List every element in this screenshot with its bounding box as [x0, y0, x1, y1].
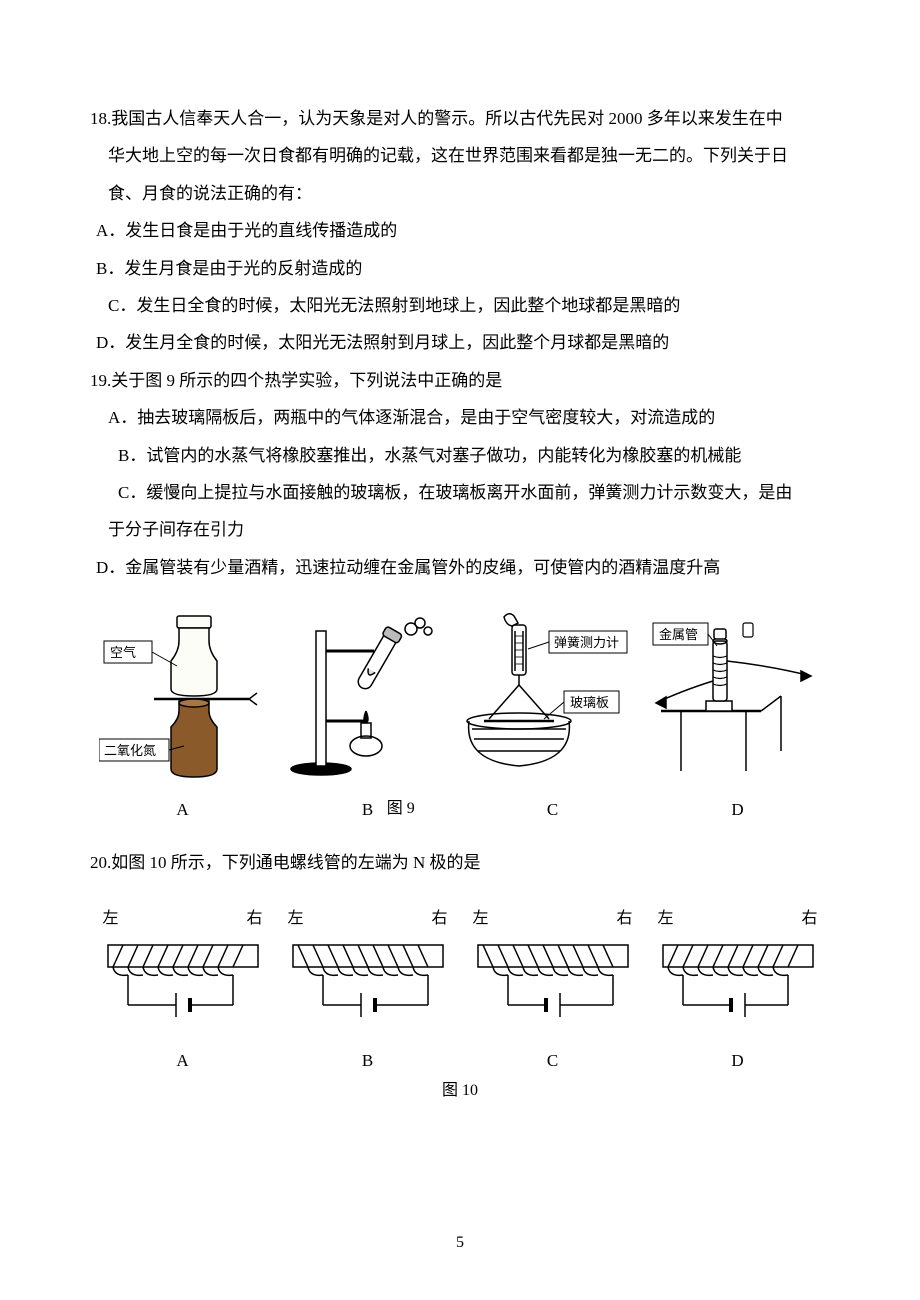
fig9a-sub: A: [108, 791, 258, 819]
q19-stem: 19.关于图 9 所示的四个热学实验，下列说法中正确的是: [90, 362, 830, 399]
figure-9-row: 空气 二氧化氮: [90, 611, 830, 781]
figure-10c: 左右: [468, 901, 638, 1079]
q19-number: 19.: [90, 371, 111, 390]
figure-9c: 弹簧测力计 玻璃板: [454, 611, 634, 781]
fig9c-label-spring: 弹簧测力计: [554, 635, 619, 650]
q20-number: 20.: [90, 853, 111, 872]
q18-option-a: A．发生日食是由于光的直线传播造成的: [90, 212, 830, 249]
figure-9c-svg: 弹簧测力计 玻璃板: [454, 611, 634, 781]
q19-option-d: D．金属管装有少量酒精，迅速拉动缠在金属管外的皮绳，可使管内的酒精温度升高: [90, 549, 830, 586]
fig9c-sub: C: [478, 791, 628, 819]
figure-9a: 空气 二氧化氮: [99, 611, 259, 781]
fig10c-sub: C: [547, 1042, 558, 1079]
q19-option-b: B．试管内的水蒸气将橡胶塞推出，水蒸气对塞子做功，内能转化为橡胶塞的机械能: [90, 437, 830, 474]
fig10d-left: 左: [658, 901, 674, 936]
figure-9a-svg: 空气 二氧化氮: [99, 611, 259, 781]
fig10a-left: 左: [103, 901, 119, 936]
q18-option-c: C．发生日全食的时候，太阳光无法照射到地球上，因此整个地球都是黑暗的: [90, 287, 830, 324]
q18-stem-line2: 华大地上空的每一次日食都有明确的记载，这在世界范围来看都是独一无二的。下列关于日: [90, 137, 830, 174]
figure-9d: 金属管: [651, 611, 821, 781]
figure-10-row: 左右: [90, 901, 830, 1079]
q19-option-c-line2: 于分子间存在引力: [90, 511, 830, 548]
fig10c-right: 右: [616, 901, 632, 936]
q19-option-a: A．抽去玻璃隔板后，两瓶中的气体逐渐混合，是由于空气密度较大，对流造成的: [90, 399, 830, 436]
figure-10a: 左右: [98, 901, 268, 1079]
fig10d-right: 右: [801, 901, 817, 936]
fig9a-label-no2: 二氧化氮: [104, 743, 156, 758]
q18-stem-line1: 18.我国古人信奉天人合一，认为天象是对人的警示。所以古代先民对 2000 多年…: [90, 100, 830, 137]
fig10b-left: 左: [288, 901, 304, 936]
fig10b-sub: B: [362, 1042, 373, 1079]
figure-10b: 左右: [283, 901, 453, 1079]
fig10a-sub: A: [176, 1042, 188, 1079]
fig10c-left: 左: [473, 901, 489, 936]
fig9a-label-air: 空气: [110, 645, 136, 660]
figure-10c-svg: [468, 937, 638, 1037]
figure-10a-svg: [98, 937, 268, 1037]
figure-10b-svg: [283, 937, 453, 1037]
figure-10d: 左右: [653, 901, 823, 1079]
q18-option-d: D．发生月全食的时候，太阳光无法照射到月球上，因此整个月球都是黑暗的: [90, 324, 830, 361]
question-20: 20.如图 10 所示，下列通电螺线管的左端为 N 极的是 左右: [90, 844, 830, 1108]
fig10b-right: 右: [431, 901, 447, 936]
figure-9b-svg: [276, 611, 436, 781]
figure-9-caption: 图 9: [326, 791, 476, 826]
figure-9b: [276, 611, 436, 781]
question-19: 19.关于图 9 所示的四个热学实验，下列说法中正确的是 A．抽去玻璃隔板后，两…: [90, 362, 830, 819]
page: 18.我国古人信奉天人合一，认为天象是对人的警示。所以古代先民对 2000 多年…: [0, 0, 920, 1148]
q18-number: 18.: [90, 109, 111, 128]
q19-option-c-line1: C．缓慢向上提拉与水面接触的玻璃板，在玻璃板离开水面前，弹簧测力计示数变大，是由: [90, 474, 830, 511]
fig9d-label-tube: 金属管: [659, 627, 698, 642]
q18-stem-line3: 食、月食的说法正确的有：: [90, 175, 830, 212]
fig10a-right: 右: [246, 901, 262, 936]
fig10d-sub: D: [731, 1042, 743, 1079]
q18-option-b: B．发生月食是由于光的反射造成的: [90, 250, 830, 287]
question-18: 18.我国古人信奉天人合一，认为天象是对人的警示。所以古代先民对 2000 多年…: [90, 100, 830, 362]
figure-9-sublabels: A B C D 图 9: [90, 791, 830, 819]
q20-stem: 20.如图 10 所示，下列通电螺线管的左端为 N 极的是: [90, 844, 830, 881]
figure-10d-svg: [653, 937, 823, 1037]
fig9d-sub: D: [663, 791, 813, 819]
fig9c-label-glass: 玻璃板: [570, 695, 609, 710]
page-number: 5: [456, 1225, 464, 1260]
figure-9d-svg: 金属管: [651, 611, 821, 781]
